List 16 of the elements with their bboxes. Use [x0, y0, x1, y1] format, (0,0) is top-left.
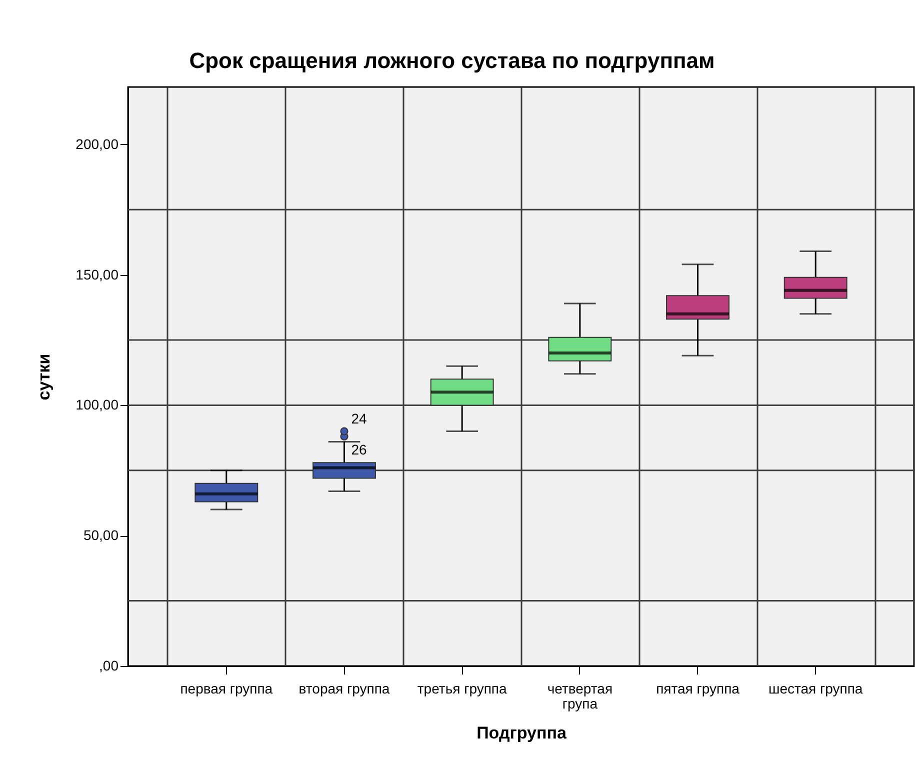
x-tick-label: шестая группа: [768, 680, 863, 696]
x-tick-label: вторая группа: [298, 680, 390, 696]
y-tick-label: ,00: [99, 658, 119, 674]
x-tick-label: четвертая група: [547, 680, 613, 712]
y-tick-label: 100,00: [76, 396, 119, 413]
x-axis-title: Подгруппа: [476, 724, 567, 742]
annotation: 24: [351, 410, 368, 426]
y-tick-label: 200,00: [76, 136, 119, 152]
x-tick-label: третья группа: [417, 680, 507, 696]
y-tick-label: 150,00: [76, 266, 119, 282]
x-tick-label: пятая группа: [656, 680, 740, 696]
annotation: 26: [351, 441, 368, 458]
x-tick-label: первая группа: [180, 680, 273, 696]
y-tick-label: 50,00: [83, 527, 119, 544]
y-axis-title: сутки: [34, 354, 54, 400]
chart-title: Срок сращения ложного сустава по подгруппам: [189, 48, 715, 73]
